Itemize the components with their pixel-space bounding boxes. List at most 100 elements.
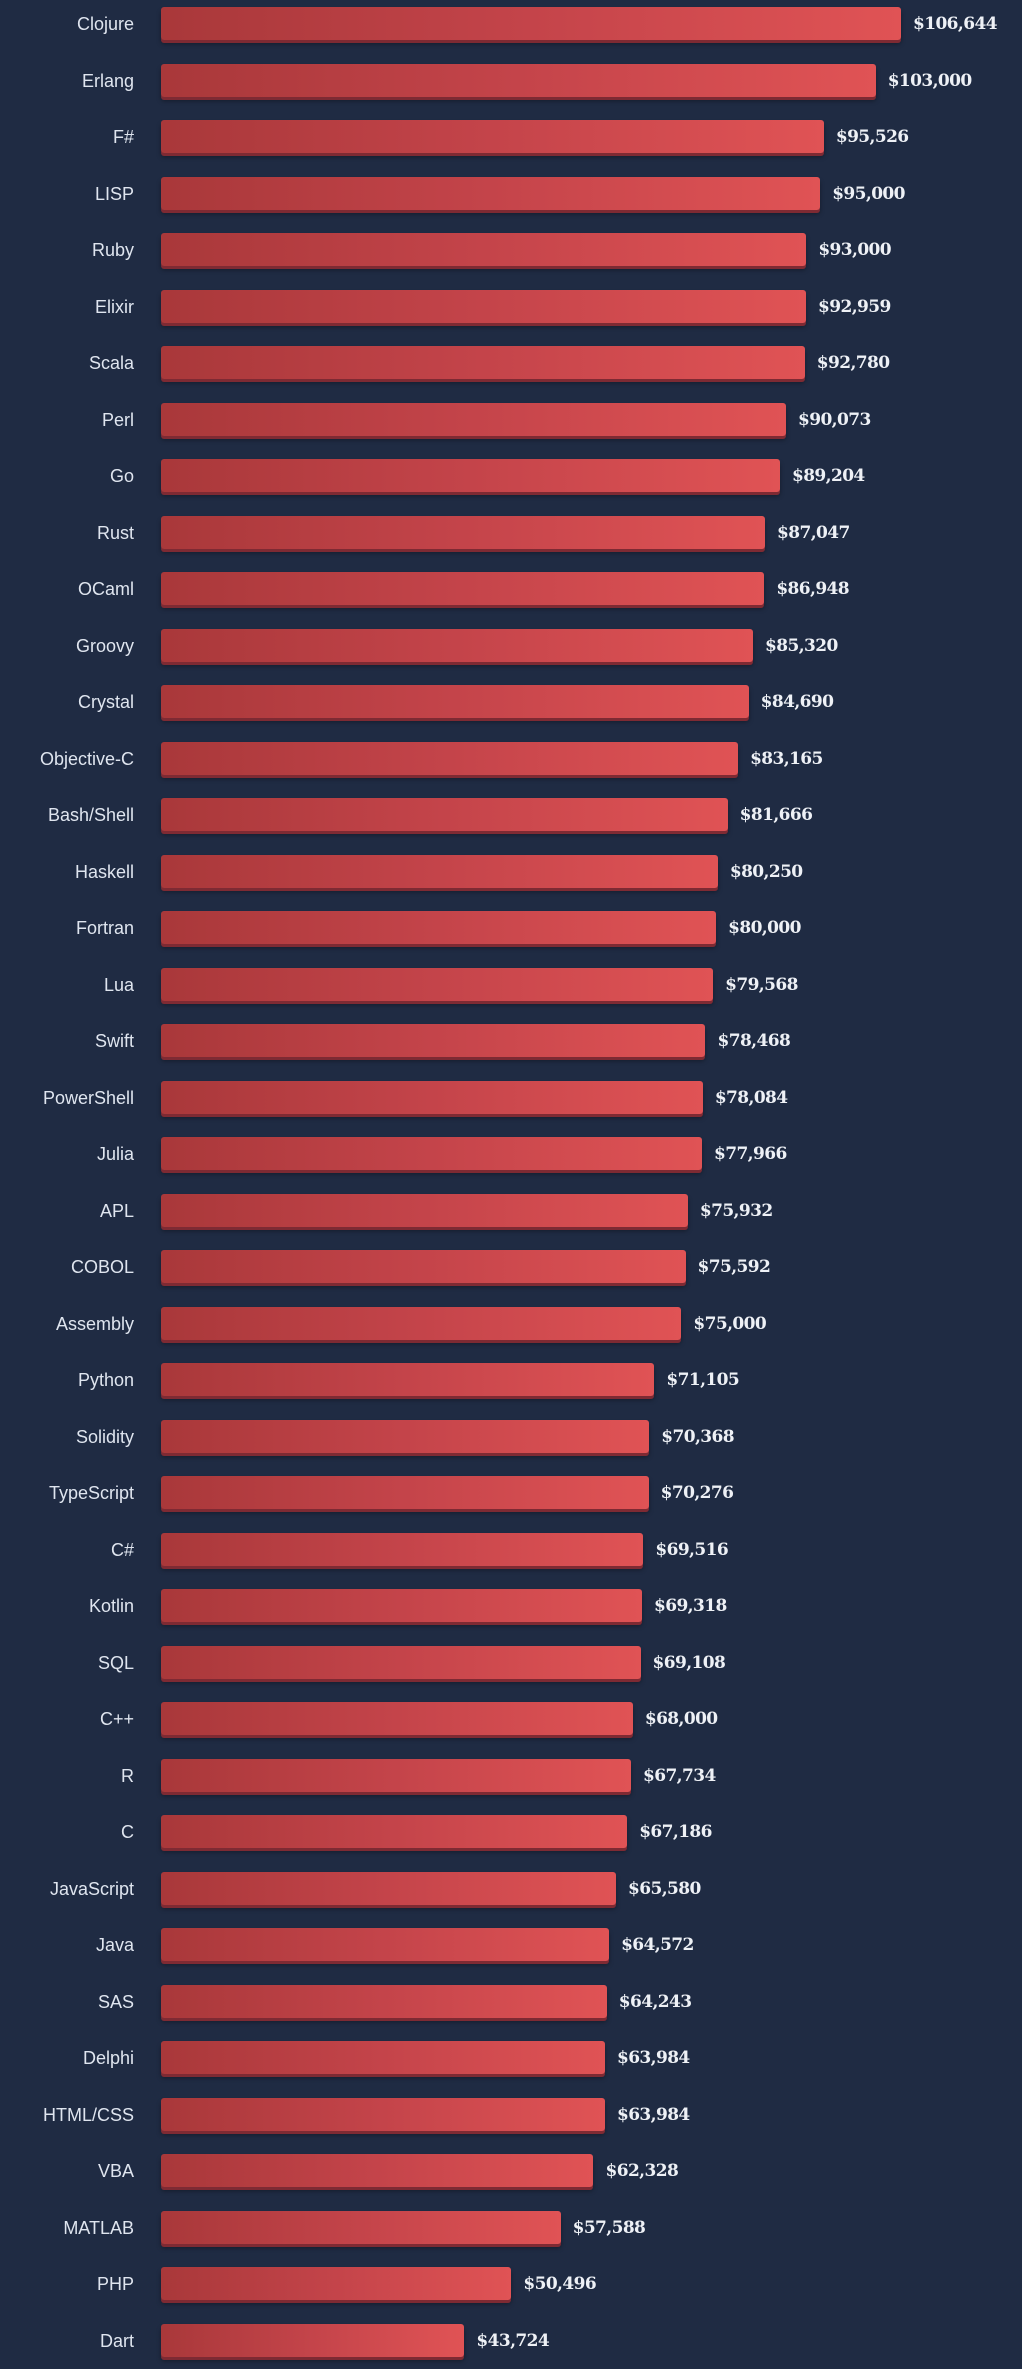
category-label: C xyxy=(121,1822,134,1842)
category-label: Clojure xyxy=(76,14,134,34)
category-label: Crystal xyxy=(77,692,134,712)
value-label: $70,368 xyxy=(661,1426,734,1447)
value-label: $95,526 xyxy=(835,127,909,147)
value-label: $85,320 xyxy=(765,635,838,656)
bar xyxy=(161,1363,655,1396)
bar xyxy=(161,176,821,210)
value-label: $62,328 xyxy=(605,2161,679,2181)
bar xyxy=(161,289,807,323)
value-label: $75,000 xyxy=(693,1313,767,1334)
bar xyxy=(161,685,749,718)
value-label: $68,000 xyxy=(644,1709,718,1729)
category-label: Erlang xyxy=(81,70,134,91)
category-label: JavaScript xyxy=(49,1878,134,1899)
bar xyxy=(161,2097,605,2131)
category-label: Ruby xyxy=(91,240,134,260)
value-label: $75,592 xyxy=(697,1257,771,1277)
category-label: Java xyxy=(95,1935,134,1955)
value-label: $69,516 xyxy=(655,1539,729,1560)
category-label: OCaml xyxy=(77,579,134,599)
category-label: Objective-C xyxy=(39,748,134,769)
category-label: Lua xyxy=(103,974,134,995)
category-label: R xyxy=(121,1765,134,1786)
bar xyxy=(161,346,805,379)
value-label: $64,572 xyxy=(621,1935,694,1955)
bar xyxy=(161,1080,703,1114)
category-label: HTML/CSS xyxy=(42,2104,134,2125)
value-label: $78,084 xyxy=(714,1087,788,1108)
value-label: $69,318 xyxy=(653,1596,727,1616)
category-label: Rust xyxy=(96,522,134,543)
value-label: $86,948 xyxy=(776,579,850,599)
value-label: $71,105 xyxy=(666,1370,740,1390)
bar xyxy=(161,1306,682,1340)
category-label: Elixir xyxy=(95,296,134,317)
value-label: $92,780 xyxy=(816,353,890,373)
category-label: Bash/Shell xyxy=(47,805,134,825)
bar xyxy=(161,2323,465,2357)
value-label: $89,204 xyxy=(791,466,865,486)
category-label: Perl xyxy=(101,409,134,430)
category-label: Groovy xyxy=(75,635,134,656)
category-label: F# xyxy=(112,127,134,147)
bar xyxy=(161,1532,644,1566)
bar xyxy=(161,459,780,492)
category-label: Delphi xyxy=(82,2048,134,2068)
category-label: Scala xyxy=(88,353,134,373)
value-label: $77,966 xyxy=(714,1144,787,1164)
bar xyxy=(161,1871,617,1905)
value-label: $93,000 xyxy=(818,240,892,260)
bar xyxy=(161,1476,649,1509)
bar xyxy=(161,402,786,436)
value-label: $67,734 xyxy=(643,1765,716,1786)
category-label: Solidity xyxy=(75,1426,134,1447)
category-label: Assembly xyxy=(55,1313,134,1334)
category-label: VBA xyxy=(97,2161,134,2181)
value-label: $64,243 xyxy=(618,1991,692,2012)
bar xyxy=(161,2210,561,2244)
bar xyxy=(161,798,728,831)
value-label: $80,000 xyxy=(728,918,801,938)
bar xyxy=(161,1419,650,1453)
value-label: $95,000 xyxy=(832,183,905,204)
bar xyxy=(161,1984,607,2018)
bar xyxy=(161,854,718,888)
value-label: $65,580 xyxy=(628,1878,701,1899)
bar xyxy=(161,1250,686,1283)
value-label: $106,644 xyxy=(913,14,998,34)
value-label: $90,073 xyxy=(798,409,871,430)
bar xyxy=(161,1024,706,1057)
category-label: MATLAB xyxy=(63,2217,134,2238)
bar xyxy=(161,1589,642,1622)
value-label: $63,984 xyxy=(616,2104,690,2125)
bar xyxy=(161,1137,702,1170)
value-label: $70,276 xyxy=(660,1483,734,1503)
category-label: SQL xyxy=(97,1652,134,1673)
bar xyxy=(161,233,807,266)
bar xyxy=(161,2041,605,2074)
category-label: PHP xyxy=(96,2274,134,2294)
bar xyxy=(161,741,739,775)
bar xyxy=(161,7,901,40)
value-label: $79,568 xyxy=(725,974,798,995)
value-label: $83,165 xyxy=(750,748,823,769)
category-label: Dart xyxy=(99,2330,134,2351)
bar xyxy=(161,1928,610,1961)
value-label: $75,932 xyxy=(699,1200,773,1221)
category-label: SAS xyxy=(97,1991,134,2012)
category-label: LISP xyxy=(94,183,134,204)
bar xyxy=(161,1815,628,1848)
bar xyxy=(161,2267,512,2300)
value-label: $43,724 xyxy=(476,2330,550,2351)
value-label: $80,250 xyxy=(729,861,803,882)
value-label: $81,666 xyxy=(739,805,813,825)
bar xyxy=(161,515,766,549)
value-label: $103,000 xyxy=(887,70,973,91)
category-label: TypeScript xyxy=(48,1483,134,1503)
value-label: $57,588 xyxy=(572,2217,646,2238)
category-label: PowerShell xyxy=(42,1087,134,1108)
value-label: $87,047 xyxy=(777,522,850,543)
value-label: $67,186 xyxy=(639,1822,712,1842)
category-label: Go xyxy=(109,466,134,486)
